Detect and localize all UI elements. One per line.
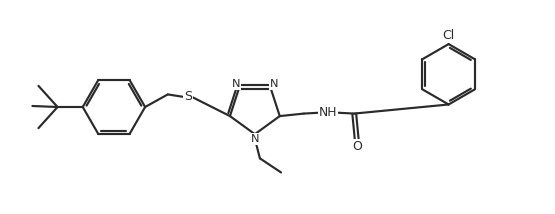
Text: N: N: [270, 79, 278, 89]
Text: N: N: [231, 79, 240, 89]
Text: NH: NH: [319, 106, 337, 119]
Text: Cl: Cl: [442, 29, 455, 42]
Text: S: S: [184, 91, 192, 103]
Text: N: N: [251, 134, 259, 144]
Text: O: O: [352, 140, 362, 153]
